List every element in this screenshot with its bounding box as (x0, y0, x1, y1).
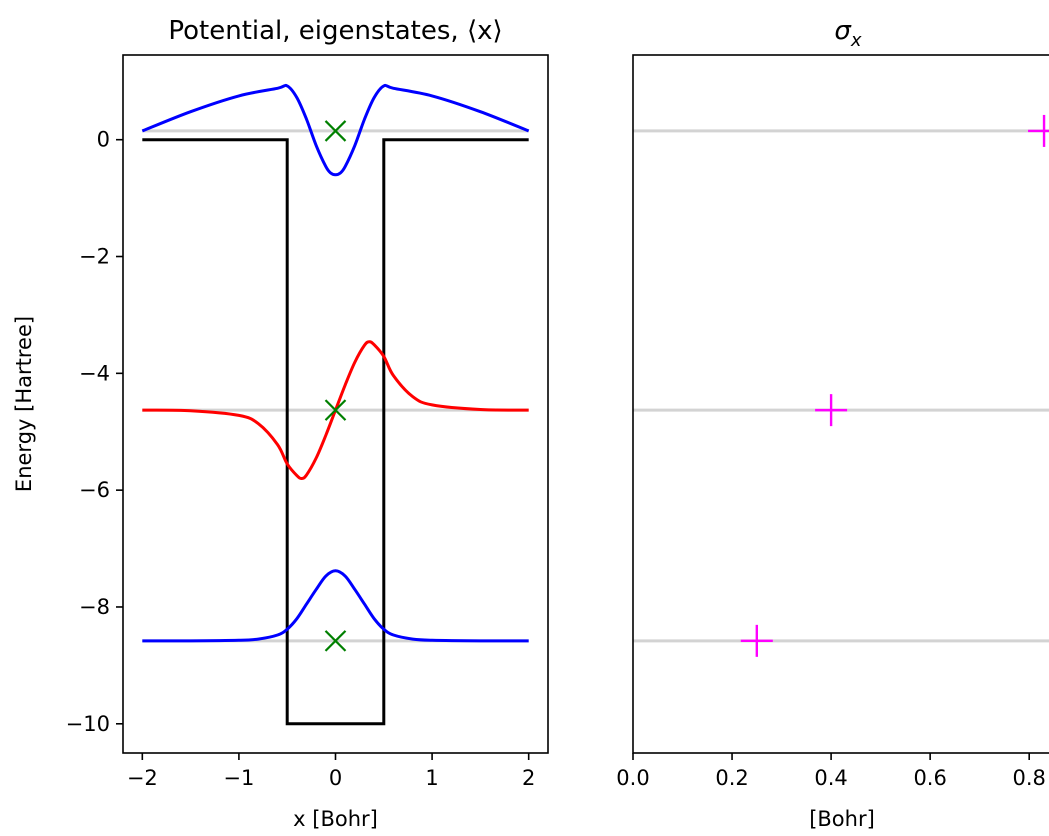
potential-eigenstates-axes: −2 −1 0 1 2 0−2−4−6−8−10 Potential, eigensta… (12, 16, 549, 831)
x-tick-label-4: 0.8 (1012, 766, 1045, 790)
x-tick-label-1: −1 (223, 766, 254, 790)
expectation-x-marker-0 (324, 630, 347, 652)
expectation-x-markers (324, 120, 347, 652)
x-tick-label-1: 0.2 (715, 766, 748, 790)
x-ticks: −2 −1 0 1 2 (127, 753, 535, 790)
energy-levels (142, 129, 529, 643)
x-tick-label-2: 0 (329, 766, 342, 790)
potential-curve (142, 138, 529, 726)
y-tick-label-3: −6 (79, 478, 110, 502)
y-tick-label-1: −2 (79, 245, 110, 269)
x-tick-label-3: 0.6 (913, 766, 946, 790)
eigenstate-curve-0 (142, 569, 529, 643)
y-tick-label-0: 0 (97, 128, 110, 152)
sigma-x-point-2 (1028, 114, 1049, 147)
sigma-symbol: σ (834, 16, 852, 46)
expectation-x-marker-2 (324, 120, 347, 142)
eigenstate-curve-2 (141, 83, 530, 177)
y-axis-label: Energy [Hartree] (12, 316, 36, 492)
sigma-x-points (740, 114, 1049, 657)
expectation-x-marker-1 (324, 399, 347, 421)
potential-curve-group (142, 138, 529, 726)
x-tick-label-0: −2 (127, 766, 158, 790)
plot-frame (122, 54, 549, 754)
y-tick-label-5: −10 (66, 712, 110, 736)
sigma-x-point-1 (815, 394, 848, 427)
x-ticks: 0.0 0.2 0.4 0.6 0.8 (616, 753, 1046, 790)
x-tick-label-2: 0.4 (814, 766, 847, 790)
y-tick-label-4: −8 (79, 595, 110, 619)
sigma-x-title: σx (834, 16, 861, 51)
plot-frame (632, 54, 1049, 754)
y-ticks: 0 −2 −4 −6 −8 −10 (66, 128, 123, 736)
sigma-x-point-0 (740, 624, 773, 657)
x-tick-label-3: 1 (425, 766, 438, 790)
sigma-x-axes: 0.0 0.2 0.4 0.6 0.8 σx [Bohr] (616, 16, 1049, 831)
x-tick-label-4: 2 (522, 766, 535, 790)
y-tick-label-2: −4 (79, 361, 110, 385)
eigenstate-curves (141, 83, 530, 643)
x-axis-label: x [Bohr] (293, 807, 378, 831)
chart-title: Potential, eigenstates, ⟨x⟩ (168, 16, 502, 46)
sigma-subscript: x (850, 30, 862, 51)
x-tick-label-0: 0.0 (616, 766, 649, 790)
energy-levels (633, 129, 1049, 643)
x-axis-label: [Bohr] (809, 807, 875, 831)
